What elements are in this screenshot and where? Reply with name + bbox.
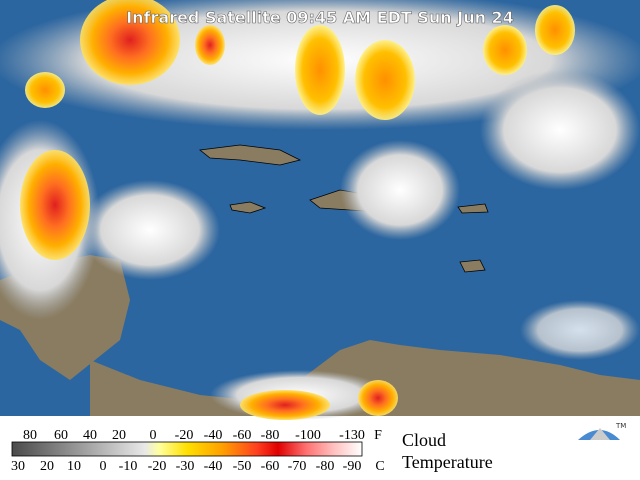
fahrenheit-label: 20 [112,428,126,443]
celsius-label: -30 [176,459,195,474]
map-title: Infrared Satellite 09:45 AM EDT Sun Jun … [126,8,514,27]
fahrenheit-label: 80 [23,428,37,443]
celsius-label: -10 [119,459,138,474]
celsius-label: -20 [148,459,167,474]
celsius-label: 20 [40,459,54,474]
celsius-label: -90 [343,459,362,474]
fahrenheit-label: -40 [204,428,223,443]
fahrenheit-label: -130 [339,428,365,443]
fahrenheit-label: 40 [83,428,97,443]
celsius-label: -80 [316,459,335,474]
celsius-label: 0 [100,459,107,474]
fahrenheit-label: -100 [295,428,321,443]
imagery [0,0,640,420]
fahrenheit-label: -60 [233,428,252,443]
fahrenheit-label: -80 [261,428,280,443]
legend: F C Cloud Temperature TM [11,422,626,474]
fahrenheit-label: 0 [150,428,157,443]
fahrenheit-label: 60 [54,428,68,443]
unit-f: F [374,428,382,443]
caption: Cloud [402,430,446,450]
celsius-label: -50 [233,459,252,474]
celsius-label: -70 [288,459,307,474]
fahrenheit-label: -20 [175,428,194,443]
logo: TM [615,422,626,430]
color-bar [11,441,363,457]
celsius-label: -60 [261,459,280,474]
unit-c: C [375,459,384,474]
caption: Temperature [402,452,493,472]
celsius-label: -40 [204,459,223,474]
celsius-label: 30 [11,459,25,474]
celsius-label: 10 [67,459,81,474]
